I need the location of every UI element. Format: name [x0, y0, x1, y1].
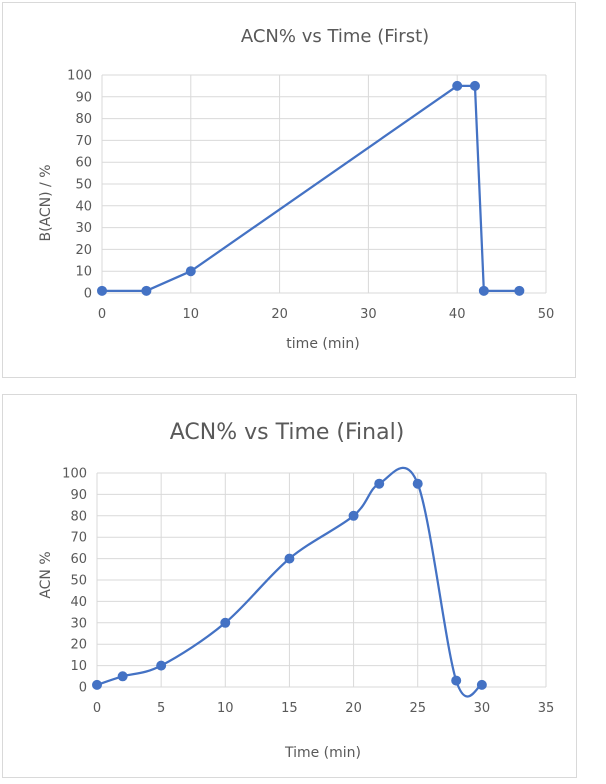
- data-point-marker: [97, 285, 107, 296]
- data-point-marker: [185, 266, 196, 277]
- y-tick-label: 70: [75, 134, 92, 149]
- x-tick-label: 30: [360, 307, 377, 322]
- y-tick-label: 90: [70, 488, 87, 503]
- y-tick-label: 60: [70, 552, 87, 567]
- y-tick-label: 0: [79, 681, 87, 696]
- y-tick-label: 10: [70, 659, 87, 674]
- y-tick-label: 60: [75, 156, 92, 171]
- series-line: [96, 466, 483, 698]
- plot-area: 0 10 20 30 40 50 60 70 80 90 100 0 10 20 30 40 50: [67, 69, 554, 323]
- x-tick-label: 0: [93, 701, 101, 716]
- x-axis-title: time (min): [286, 336, 359, 352]
- plot-area: 0 10 20 30 40 50 60 70 80 90 100 0 5 10 15 20 25 30 35: [62, 467, 554, 717]
- chart-final: ACN% vs Time (Final) Time (min) ACN % 0 1…: [38, 420, 554, 761]
- x-tick-label: 40: [449, 307, 466, 322]
- data-point-marker: [284, 553, 295, 564]
- data-point-marker: [348, 510, 359, 521]
- x-tick-label: 15: [281, 701, 298, 716]
- chart-panel-first: ACN% vs Time (First) time (min) B(ACN) /…: [2, 2, 576, 378]
- data-point-marker: [141, 285, 152, 296]
- chart-first: ACN% vs Time (First) time (min) B(ACN) /…: [38, 26, 554, 352]
- x-tick-label: 50: [538, 307, 555, 322]
- y-tick-label: 10: [75, 265, 92, 280]
- x-tick-label: 30: [474, 701, 491, 716]
- y-tick-label: 40: [70, 595, 87, 610]
- x-axis-title: Time (min): [284, 745, 361, 761]
- chart-title: ACN% vs Time (First): [241, 26, 429, 47]
- y-tick-label: 30: [75, 221, 92, 236]
- data-point-marker: [220, 617, 231, 628]
- data-point-marker: [514, 285, 525, 296]
- y-tick-label: 0: [84, 287, 92, 302]
- y-tick-label: 50: [75, 178, 92, 193]
- x-tick-label: 10: [183, 307, 200, 322]
- data-point-marker: [92, 679, 102, 690]
- data-point-marker: [469, 80, 480, 91]
- x-tick-label: 5: [157, 701, 165, 716]
- y-tick-label: 100: [67, 69, 92, 84]
- y-tick-label: 80: [75, 112, 92, 127]
- data-point-marker: [452, 80, 463, 91]
- y-axis-title: ACN %: [38, 551, 54, 598]
- data-point-marker: [476, 679, 487, 690]
- data-point-marker: [478, 285, 489, 296]
- y-tick-label: 20: [70, 638, 87, 653]
- y-tick-label: 80: [70, 509, 87, 524]
- x-tick-label: 20: [271, 307, 288, 322]
- data-point-marker: [374, 478, 385, 489]
- x-tick-label: 0: [98, 307, 106, 322]
- y-tick-label: 90: [75, 90, 92, 105]
- data-point-marker: [156, 660, 167, 671]
- y-axis-title: B(ACN) / %: [38, 164, 54, 241]
- x-tick-label: 20: [345, 701, 362, 716]
- y-tick-label: 20: [75, 243, 92, 258]
- y-tick-label: 30: [70, 616, 87, 631]
- y-tick-label: 50: [70, 574, 87, 589]
- x-tick-label: 35: [538, 701, 555, 716]
- chart-panel-final: ACN% vs Time (Final) Time (min) ACN % 0 1…: [2, 394, 577, 778]
- y-tick-label: 100: [62, 467, 87, 482]
- data-point-marker: [451, 675, 462, 686]
- y-tick-label: 70: [70, 531, 87, 546]
- data-point-marker: [412, 478, 423, 489]
- x-tick-label: 10: [217, 701, 234, 716]
- y-tick-label: 40: [75, 199, 92, 214]
- x-tick-label: 25: [409, 701, 426, 716]
- data-point-marker: [117, 671, 128, 682]
- chart-title: ACN% vs Time (Final): [170, 420, 405, 445]
